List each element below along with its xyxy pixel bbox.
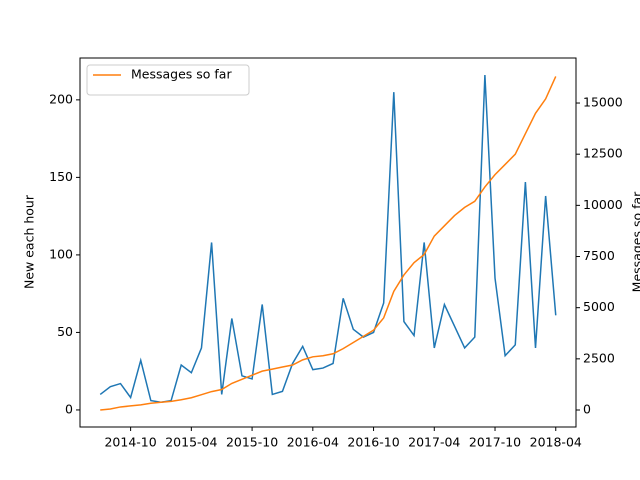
legend-label: Messages so far [131,67,232,82]
x-tick-label: 2016-04 [287,435,339,450]
series-line [99,75,557,403]
y2-tick-label: 12500 [583,146,623,161]
x-tick-label: 2017-04 [408,435,460,450]
y2-tick-label: 15000 [583,95,623,110]
y2-tick-label: 2500 [583,350,615,365]
plot-frame [79,57,577,428]
y-tick-label: 100 [49,246,73,261]
legend-box [86,64,250,96]
y-tick-label: 200 [49,91,73,106]
x-tick-label: 2015-04 [165,435,217,450]
x-tick-label: 2016-10 [347,435,399,450]
x-tick-label: 2015-10 [226,435,278,450]
y-axis-label: New each hour [22,194,37,289]
series-line [100,76,557,411]
y2-tick-label: 10000 [583,197,623,212]
y-tick-label: 0 [65,401,73,416]
x-tick-label: 2017-10 [469,435,521,450]
y2-tick-label: 0 [583,402,591,417]
y-tick-label: 150 [49,169,73,184]
y2-axis-label: Messages so far [630,191,640,292]
legend: Messages so far [86,64,250,96]
y2-tick-label: 5000 [583,299,615,314]
x-tick-label: 2018-04 [530,435,582,450]
x-tick-label: 2014-10 [104,435,156,450]
y-tick-label: 50 [57,324,73,339]
y2-tick-label: 7500 [583,248,615,263]
